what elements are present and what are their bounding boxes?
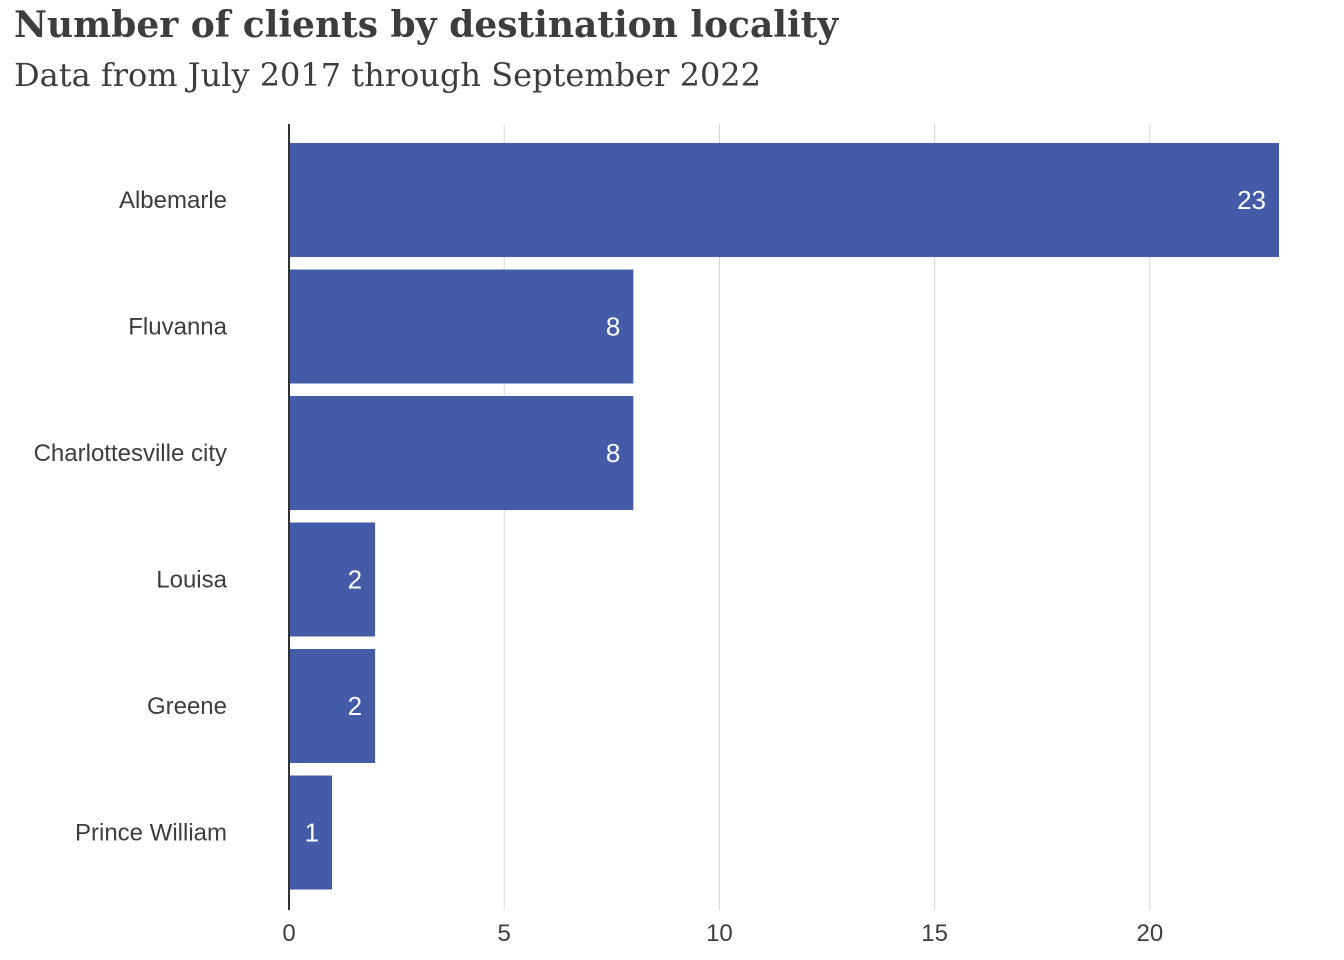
bar-charlottesville-city: [289, 396, 634, 510]
category-label: Greene: [147, 693, 227, 720]
chart-title: Number of clients by destination localit…: [14, 4, 839, 46]
x-tick-label: 20: [1137, 920, 1164, 947]
category-label: Louisa: [156, 567, 227, 594]
value-label: 8: [606, 438, 620, 468]
value-label: 2: [348, 691, 362, 721]
category-label: Albemarle: [119, 187, 227, 214]
category-label: Prince William: [75, 820, 227, 847]
bar-fluvanna: [289, 269, 634, 384]
x-tick-label: 5: [498, 920, 511, 947]
value-label: 8: [606, 312, 620, 342]
chart-subtitle: Data from July 2017 through September 20…: [14, 56, 762, 94]
value-label: 2: [348, 565, 362, 595]
value-label: 1: [305, 818, 319, 848]
x-tick-label: 10: [706, 920, 733, 947]
category-labels: Albemarle Fluvanna Charlottesville city Lou…: [34, 187, 228, 847]
x-tick-labels: 0 5 10 15 20: [282, 920, 1163, 947]
bars: 23 8 8 2 2 1: [289, 143, 1279, 890]
value-label: 23: [1237, 185, 1266, 215]
x-tick-label: 0: [282, 920, 295, 947]
category-label: Fluvanna: [128, 314, 227, 341]
x-tick-label: 15: [921, 920, 948, 947]
category-label: Charlottesville city: [34, 440, 227, 467]
bar-louisa: [289, 522, 376, 637]
bar-greene: [289, 649, 376, 763]
bar-prince-william: [289, 775, 333, 890]
bar-albemarle: [289, 143, 1279, 257]
